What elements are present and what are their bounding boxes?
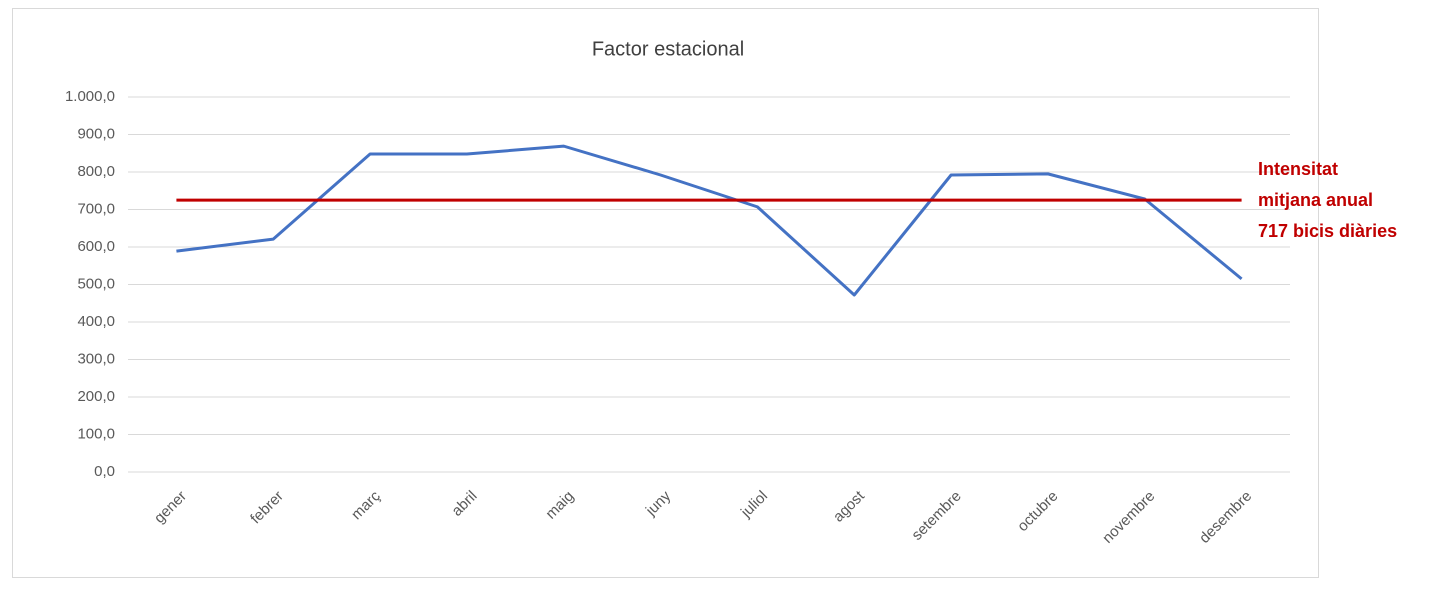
series-line xyxy=(176,144,1243,297)
y-tick-label: 200,0 xyxy=(77,388,115,405)
y-tick-label: 700,0 xyxy=(77,200,115,217)
annotation: 717 bicis diàries xyxy=(1258,221,1397,241)
annotation: mitjana anual xyxy=(1258,190,1373,210)
y-tick-label: 1.000,0 xyxy=(65,88,115,105)
y-tick-label: 500,0 xyxy=(77,275,115,292)
y-tick-label: 400,0 xyxy=(77,313,115,330)
y-tick-label: 800,0 xyxy=(77,163,115,180)
chart-frame xyxy=(12,8,1319,578)
y-tick-label: 600,0 xyxy=(77,238,115,255)
y-tick-label: 300,0 xyxy=(77,350,115,367)
annotation: Intensitat xyxy=(1258,159,1338,179)
y-tick-label: 900,0 xyxy=(77,125,115,142)
y-tick-label: 0,0 xyxy=(94,463,115,480)
y-tick-label: 100,0 xyxy=(77,425,115,442)
chart-title: Factor estacional xyxy=(592,38,744,60)
